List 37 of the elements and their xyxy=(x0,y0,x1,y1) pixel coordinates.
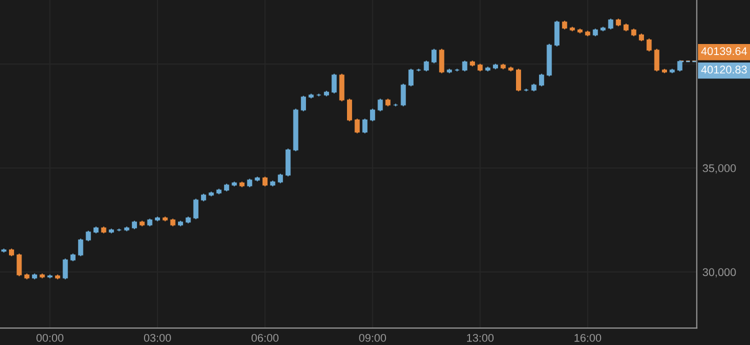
candlestick xyxy=(262,176,268,187)
candlestick xyxy=(608,18,614,30)
candlestick xyxy=(78,238,84,257)
x-tick-label: 16:00 xyxy=(574,334,602,342)
candlestick xyxy=(516,68,522,92)
ref-line-label: 40139.64 xyxy=(701,47,747,56)
candlestick xyxy=(677,60,682,72)
candlestick xyxy=(654,48,660,72)
candlestick xyxy=(16,253,22,277)
x-tick-label: 03:00 xyxy=(144,334,171,342)
x-tick-label: 13:00 xyxy=(467,334,494,342)
candlestick xyxy=(462,60,468,72)
candlestick xyxy=(370,108,376,122)
candlestick xyxy=(400,83,406,107)
candlestick xyxy=(86,230,91,242)
x-tick-label: 06:00 xyxy=(252,334,278,342)
candlestick xyxy=(332,73,337,94)
candlestick xyxy=(554,20,560,47)
candlestick xyxy=(539,73,544,87)
y-tick-label: 30,000 xyxy=(702,268,736,278)
candlestick xyxy=(424,60,429,72)
x-tick-label: 09:00 xyxy=(359,334,386,342)
candlestick xyxy=(408,68,414,87)
ref-line-label: 40120.83 xyxy=(701,66,747,74)
x-tick-label: 00:00 xyxy=(36,334,64,342)
candlestick xyxy=(300,95,306,112)
candlestick xyxy=(431,48,437,64)
candlestick xyxy=(278,173,283,184)
candlestick xyxy=(439,48,444,74)
candlestick xyxy=(354,118,360,134)
y-tick-label: 35,000 xyxy=(702,164,736,174)
candlestick xyxy=(378,98,383,112)
candlestick xyxy=(646,38,652,52)
candlestick xyxy=(362,118,368,134)
candlestick xyxy=(346,98,352,122)
candlestick xyxy=(193,198,198,220)
candlestick xyxy=(62,258,68,280)
